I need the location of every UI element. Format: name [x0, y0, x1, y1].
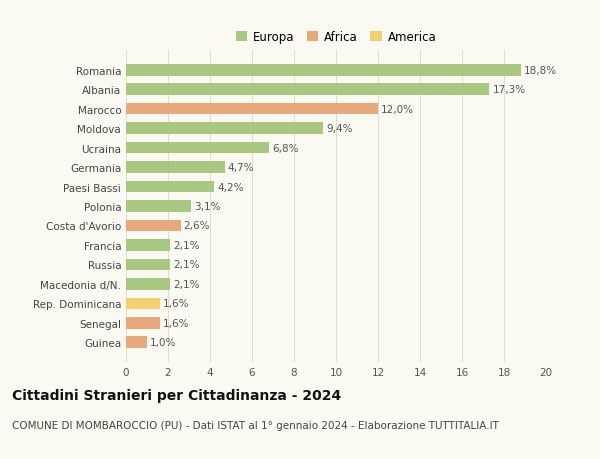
Bar: [126, 181, 214, 193]
Bar: [126, 84, 490, 96]
Text: COMUNE DI MOMBAROCCIO (PU) - Dati ISTAT al 1° gennaio 2024 - Elaborazione TUTTIT: COMUNE DI MOMBAROCCIO (PU) - Dati ISTAT …: [12, 420, 499, 430]
Text: 17,3%: 17,3%: [493, 85, 526, 95]
Text: 2,1%: 2,1%: [173, 279, 200, 289]
Bar: [126, 259, 170, 271]
Bar: [126, 279, 170, 290]
Text: 2,1%: 2,1%: [173, 241, 200, 251]
Text: 3,1%: 3,1%: [194, 202, 221, 212]
Bar: [126, 220, 181, 232]
Text: 1,6%: 1,6%: [163, 299, 189, 309]
Bar: [126, 123, 323, 134]
Text: Cittadini Stranieri per Cittadinanza - 2024: Cittadini Stranieri per Cittadinanza - 2…: [12, 388, 341, 402]
Text: 12,0%: 12,0%: [381, 104, 414, 114]
Text: 4,2%: 4,2%: [217, 182, 244, 192]
Bar: [126, 201, 191, 213]
Bar: [126, 317, 160, 329]
Bar: [126, 240, 170, 251]
Text: 1,6%: 1,6%: [163, 318, 189, 328]
Text: 9,4%: 9,4%: [326, 124, 353, 134]
Bar: [126, 142, 269, 154]
Bar: [126, 65, 521, 76]
Text: 2,6%: 2,6%: [184, 221, 210, 231]
Bar: [126, 337, 147, 348]
Text: 1,0%: 1,0%: [150, 338, 176, 347]
Text: 2,1%: 2,1%: [173, 260, 200, 270]
Bar: [126, 298, 160, 309]
Legend: Europa, Africa, America: Europa, Africa, America: [233, 28, 439, 46]
Bar: [126, 104, 378, 115]
Text: 18,8%: 18,8%: [524, 66, 557, 75]
Text: 6,8%: 6,8%: [272, 143, 298, 153]
Text: 4,7%: 4,7%: [228, 162, 254, 173]
Bar: [126, 162, 224, 174]
